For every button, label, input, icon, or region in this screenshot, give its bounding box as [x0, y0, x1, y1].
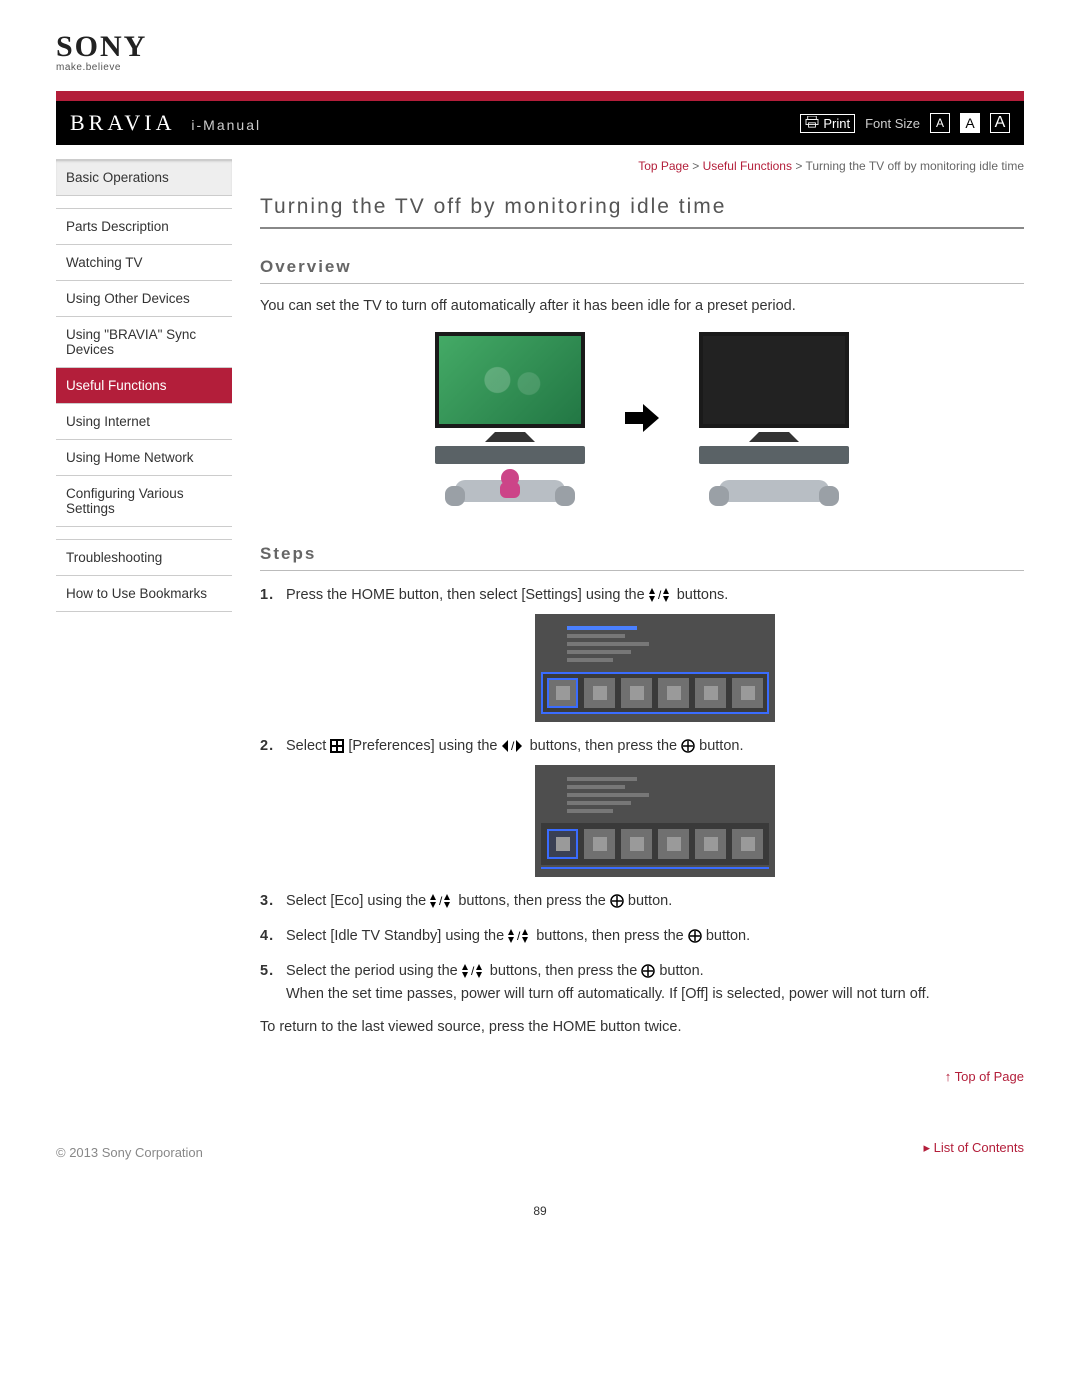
copyright-text: © 2013 Sony Corporation: [56, 1145, 203, 1160]
page-number: 89: [56, 1204, 1024, 1218]
step-text: buttons, then press the: [530, 738, 682, 754]
tv-on-illustration: [435, 332, 585, 512]
svg-text:/: /: [658, 588, 662, 602]
svg-text:/: /: [439, 894, 443, 908]
step-1-screenshot: [286, 614, 1024, 722]
sidebar-item-watching-tv[interactable]: Watching TV: [56, 245, 232, 281]
step-3: Select [Eco] using the / buttons, then p…: [260, 891, 1024, 912]
accent-bar: [56, 91, 1024, 101]
step-text: buttons, then press the: [536, 928, 688, 944]
main-content: Top Page > Useful Functions > Turning th…: [260, 159, 1024, 1088]
steps-heading: Steps: [260, 544, 1024, 571]
sidebar-group-main: Parts Description Watching TV Using Othe…: [56, 208, 232, 527]
overview-heading: Overview: [260, 257, 1024, 284]
svg-text:/: /: [517, 929, 521, 943]
step-5: Select the period using the / buttons, t…: [260, 961, 1024, 1005]
return-note: To return to the last viewed source, pre…: [260, 1019, 1024, 1035]
title-bar-right: Print Font Size A A A: [800, 113, 1010, 133]
step-text: buttons.: [677, 587, 729, 603]
enter-button-icon: [610, 894, 624, 908]
tv-off-illustration: [699, 332, 849, 512]
sidebar-item-bravia-sync[interactable]: Using "BRAVIA" Sync Devices: [56, 317, 232, 368]
step-2: Select [Preferences] using the / buttons…: [260, 736, 1024, 877]
sidebar-group-basic: Basic Operations: [56, 159, 232, 196]
sidebar-item-using-other-devices[interactable]: Using Other Devices: [56, 281, 232, 317]
breadcrumb-sep: >: [692, 159, 702, 173]
svg-text:/: /: [471, 964, 475, 978]
breadcrumb: Top Page > Useful Functions > Turning th…: [260, 159, 1024, 173]
up-down-arrow-icon: /: [430, 894, 454, 908]
up-down-arrow-icon: /: [462, 964, 486, 978]
page-footer: © 2013 Sony Corporation ▸ List of Conten…: [56, 1140, 1024, 1160]
step-text: buttons, then press the: [458, 893, 610, 909]
sidebar-item-configuring-settings[interactable]: Configuring Various Settings: [56, 476, 232, 527]
step-text: button.: [706, 928, 750, 944]
step-text: button.: [659, 963, 703, 979]
enter-button-icon: [641, 964, 655, 978]
step-text: Press the HOME button, then select [Sett…: [286, 587, 649, 603]
enter-button-icon: [688, 929, 702, 943]
breadcrumb-current: Turning the TV off by monitoring idle ti…: [805, 159, 1024, 173]
sidebar-item-basic-operations[interactable]: Basic Operations: [56, 159, 232, 196]
print-label: Print: [823, 116, 850, 131]
breadcrumb-top-page[interactable]: Top Page: [638, 159, 689, 173]
print-icon: [805, 116, 819, 131]
top-of-page-label: Top of Page: [955, 1069, 1024, 1084]
step-4: Select [Idle TV Standby] using the / but…: [260, 926, 1024, 947]
title-bar: BRAVIA i-Manual Print Font Size A A A: [56, 101, 1024, 145]
enter-button-icon: [681, 739, 695, 753]
sidebar-item-parts-description[interactable]: Parts Description: [56, 208, 232, 245]
sidebar-group-help: Troubleshooting How to Use Bookmarks: [56, 539, 232, 612]
sofa-icon: [445, 468, 575, 512]
list-of-contents-link[interactable]: ▸ List of Contents: [924, 1140, 1024, 1156]
font-size-medium-button[interactable]: A: [960, 113, 980, 133]
step-text: Select [Eco] using the: [286, 893, 430, 909]
brand-logo: SONY make.believe: [56, 30, 1024, 73]
list-of-contents-label: List of Contents: [934, 1140, 1024, 1155]
overview-text: You can set the TV to turn off automatic…: [260, 298, 1024, 314]
step-text: buttons, then press the: [490, 963, 642, 979]
up-down-arrow-icon: /: [649, 588, 673, 602]
arrow-right-icon: [625, 404, 659, 440]
step-1: Press the HOME button, then select [Sett…: [260, 585, 1024, 722]
step-text: button.: [699, 738, 743, 754]
step-text: Select: [286, 738, 330, 754]
title-bar-left: BRAVIA i-Manual: [70, 110, 261, 136]
logo-text: SONY: [56, 30, 1024, 64]
step-text: button.: [628, 893, 672, 909]
step-text: [Preferences] using the: [348, 738, 501, 754]
sidebar-item-using-internet[interactable]: Using Internet: [56, 404, 232, 440]
step-text: Select the period using the: [286, 963, 462, 979]
step-2-screenshot: [286, 765, 1024, 877]
top-of-page-link[interactable]: ↑ Top of Page: [260, 1069, 1024, 1084]
left-right-arrow-icon: /: [502, 740, 526, 752]
up-down-arrow-icon: /: [508, 929, 532, 943]
page-title: Turning the TV off by monitoring idle ti…: [260, 195, 1024, 229]
font-size-large-button[interactable]: A: [990, 113, 1010, 133]
sidebar-item-useful-functions[interactable]: Useful Functions: [56, 368, 232, 404]
logo-tagline: make.believe: [56, 62, 1024, 73]
sofa-icon: [709, 468, 839, 512]
breadcrumb-sep: >: [795, 159, 805, 173]
sidebar-nav: Basic Operations Parts Description Watch…: [56, 159, 232, 1088]
preferences-icon: [330, 739, 344, 753]
sidebar-item-troubleshooting[interactable]: Troubleshooting: [56, 539, 232, 576]
svg-text:/: /: [511, 740, 515, 752]
sidebar-item-bookmarks[interactable]: How to Use Bookmarks: [56, 576, 232, 612]
font-size-label: Font Size: [865, 116, 920, 131]
steps-list: Press the HOME button, then select [Sett…: [260, 585, 1024, 1005]
font-size-small-button[interactable]: A: [930, 113, 950, 133]
breadcrumb-useful-functions[interactable]: Useful Functions: [703, 159, 792, 173]
step-text: Select [Idle TV Standby] using the: [286, 928, 508, 944]
manual-label: i-Manual: [191, 117, 261, 133]
step-5-note: When the set time passes, power will tur…: [286, 984, 1024, 1005]
sidebar-item-home-network[interactable]: Using Home Network: [56, 440, 232, 476]
subbrand-text: BRAVIA: [70, 110, 176, 135]
overview-illustration: [260, 332, 1024, 512]
print-button[interactable]: Print: [800, 114, 855, 133]
